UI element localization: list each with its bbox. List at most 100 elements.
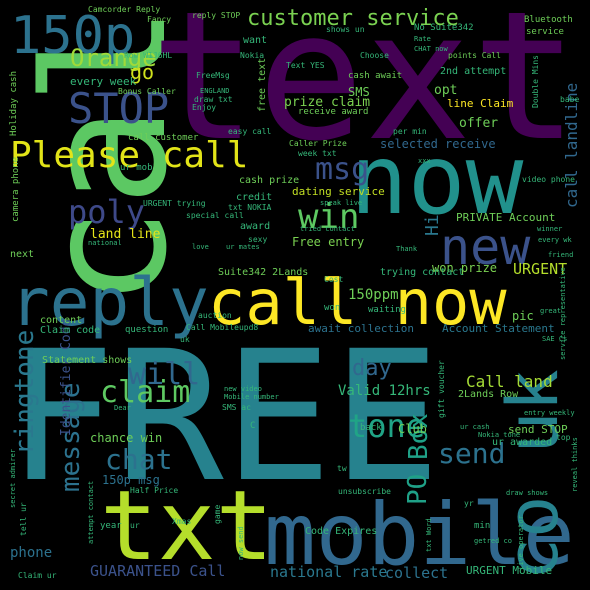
word-sms: SMS <box>348 85 370 99</box>
word-award: award <box>240 221 271 232</box>
word-day: day <box>352 356 392 381</box>
word-service-representative: service representative <box>559 267 567 360</box>
word-freemsg: FreeMsg <box>196 71 230 80</box>
word-prize-claim: prize claim <box>284 95 371 110</box>
word-txt: txt <box>100 470 274 582</box>
word-yr: yr <box>464 499 474 508</box>
word-uk: uk <box>180 335 190 344</box>
word-2nd-attempt: 2nd attempt <box>440 66 507 77</box>
word-camcorder-reply: Camcorder Reply <box>88 5 161 14</box>
word-offer: offer <box>459 116 499 131</box>
word-per-min: per min <box>393 127 427 136</box>
word-dating-service: dating service <box>292 185 385 198</box>
word-thank: Thank <box>396 245 418 253</box>
word-urgent: URGENT <box>513 260 568 278</box>
word-sms-ac: SMS ac <box>222 403 251 412</box>
word-new: new <box>440 218 531 276</box>
word-won-prize: won prize <box>432 261 498 275</box>
word-every-week: every week <box>70 75 137 88</box>
word-guaranteed-call: GUARANTEED Call <box>90 562 226 580</box>
word-easy-call: easy call <box>228 127 272 136</box>
word-txt-nokia: txt NOKIA <box>228 203 272 212</box>
word-free-text: free text <box>257 57 268 112</box>
word-now-send: now send <box>237 526 245 560</box>
word-live-operator: live operator <box>517 515 525 570</box>
word-cash-prize: cash prize <box>239 175 300 186</box>
word-mobile-number: Mobile number <box>224 393 279 401</box>
word-xxx: xxx <box>418 157 431 165</box>
word-selected-receive: selected receive <box>380 137 496 151</box>
word-choose: Choose <box>360 51 389 60</box>
word-2lands-row: 2Lands Row <box>458 389 519 400</box>
word-150p: 150p <box>10 6 136 66</box>
word-half-price: Half Price <box>130 486 179 495</box>
word-reply-stop: reply STOP <box>192 11 241 20</box>
word-next: next <box>10 249 35 260</box>
word-national: national <box>88 239 122 247</box>
word-unsubscribe: unsubscribe <box>338 487 391 496</box>
word-c: C <box>250 421 256 431</box>
word-row-w1j6hl: Row W1J6HL <box>124 51 173 60</box>
word-new-video: new video <box>224 385 262 393</box>
word-content: content <box>40 315 83 326</box>
word-phone: phone <box>10 545 53 561</box>
word-co-uk: co uk <box>492 369 574 580</box>
word-line-claim: line Claim <box>447 97 514 110</box>
word-getred-co: getred co <box>474 537 512 545</box>
word-chat-now: CHAT now <box>414 45 448 53</box>
word-call-customer: call customer <box>128 133 199 143</box>
word-land-line: land line <box>90 227 161 242</box>
word-question: question <box>125 325 169 335</box>
word-love: love <box>192 243 209 251</box>
word-free-entry: Free entry <box>292 235 365 249</box>
word-tell-ur: tell ur <box>19 502 28 536</box>
word-valid-12hrs: Valid 12hrs <box>338 383 431 399</box>
word-entry-weekly: entry weekly <box>524 409 575 417</box>
word-fancy: Fancy <box>147 15 172 24</box>
word-no-suite342: No Suite342 <box>414 23 474 33</box>
word-bluetooth: Bluetooth <box>524 15 573 25</box>
word-secret-admirer: secret admirer <box>9 448 17 508</box>
word-now: now <box>350 124 524 236</box>
word-cash-await: cash await <box>348 71 403 81</box>
word-code-expires: Code Expires <box>305 526 378 537</box>
word-await-collection: await collection <box>308 322 414 335</box>
word-orange: Orange <box>70 44 157 72</box>
word-waiting: waiting <box>368 305 406 315</box>
word-rate: Rate <box>414 35 431 43</box>
word-speak-live: speak live <box>320 199 363 207</box>
word-reveal-thinks: reveal thinks <box>571 437 579 492</box>
word-150ppm: 150ppm <box>348 287 399 303</box>
word-gift-voucher: gift voucher <box>437 360 446 418</box>
word-collect: collect <box>385 564 449 582</box>
word-claim: claim <box>100 375 191 410</box>
word-year: year <box>100 521 122 531</box>
word-statement-shows: Statement shows <box>42 355 133 366</box>
word-top: top <box>556 433 571 442</box>
word-call-now: call now <box>208 266 507 339</box>
word-want: want <box>243 35 268 46</box>
word-txt-word: txt Word <box>425 518 433 552</box>
word-stop: STOP <box>68 84 170 133</box>
word-great: great <box>540 307 562 315</box>
word-ur-mates: ur mates <box>226 243 260 251</box>
word-call-mobileupd8: Call Mobileupd8 <box>186 323 259 332</box>
word-tried-contact: tried contact <box>300 225 355 233</box>
word-mobile: mobile <box>264 485 575 585</box>
word-free: FREE <box>7 313 441 522</box>
word-points-call: points Call <box>448 51 501 60</box>
word-urgent-mobile: URGENT Mobile <box>466 564 553 577</box>
word-service: service <box>526 27 564 37</box>
word-auction: auction <box>198 311 232 320</box>
word-xmas: Xmas <box>172 517 192 526</box>
word-chat: chat <box>105 443 173 476</box>
word-shows-un: shows un <box>326 25 365 34</box>
word-friend: friend <box>548 251 574 259</box>
word-suite342-2lands: Suite342 2Lands <box>218 267 309 278</box>
word-please-call: Please call <box>10 135 249 176</box>
word-urgent-trying: URGENT trying <box>143 199 206 208</box>
word-national-rate: national rate <box>270 563 388 581</box>
word-tw: tw <box>337 464 347 473</box>
word-sexy: sexy <box>248 235 268 244</box>
